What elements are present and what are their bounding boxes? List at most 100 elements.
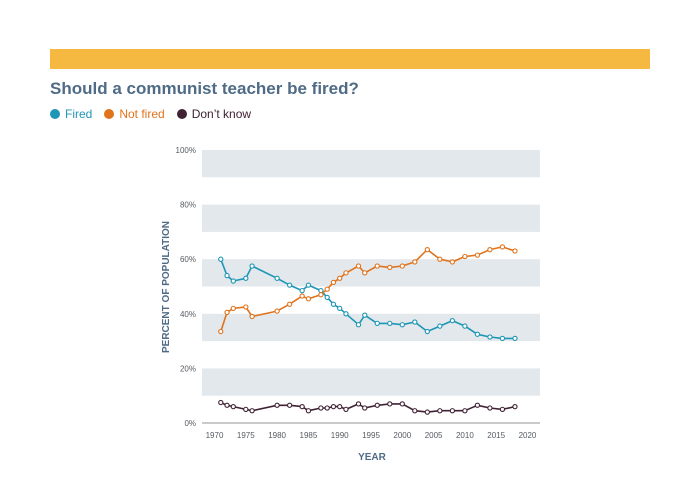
data-point-not-fired [355, 263, 362, 269]
data-point-not-fired [318, 292, 324, 298]
chart-title: Should a communist teacher be fired? [50, 79, 359, 98]
grid-band [202, 368, 540, 396]
data-point-not-fired [412, 259, 418, 265]
data-point-don-t-know [224, 402, 230, 408]
legend-item-dont-know: Don’t know [176, 107, 251, 121]
data-point-fired [224, 272, 230, 279]
data-point-not-fired [362, 270, 368, 276]
data-point-not-fired [324, 286, 330, 292]
x-tick-label: 1970 [206, 431, 224, 440]
data-point-not-fired [512, 248, 518, 254]
series-line-fired [220, 258, 515, 340]
data-point-don-t-know [299, 403, 305, 410]
data-point-don-t-know [474, 402, 481, 408]
data-point-don-t-know [305, 408, 312, 414]
data-point-not-fired [474, 252, 481, 258]
data-point-not-fired [424, 246, 430, 253]
data-point-not-fired [299, 293, 305, 299]
data-point-don-t-know [318, 405, 324, 411]
data-point-don-t-know [399, 401, 405, 407]
x-tick-label: 1975 [237, 431, 255, 440]
legend-label-not-fired: Not fired [119, 107, 165, 121]
data-point-don-t-know [424, 409, 430, 415]
y-tick-label: 20% [180, 364, 196, 373]
data-point-don-t-know [374, 402, 380, 408]
legend-item-not-fired: Not fired [104, 107, 165, 121]
series-points [218, 244, 518, 415]
data-point-not-fired [462, 253, 468, 260]
y-tick-label: 40% [180, 310, 196, 319]
grid-band [202, 204, 540, 232]
data-point-fired [299, 287, 305, 294]
y-tick-label: 100% [176, 146, 196, 155]
data-point-fired [374, 320, 380, 327]
grid-bands [202, 150, 540, 424]
data-point-don-t-know [249, 408, 255, 414]
data-point-not-fired [437, 256, 443, 262]
data-point-don-t-know [362, 405, 368, 411]
data-point-not-fired [286, 301, 293, 307]
data-point-fired [449, 317, 456, 324]
x-tick-label: 1985 [300, 431, 318, 440]
grid-band [202, 259, 540, 287]
data-point-not-fired [274, 308, 280, 314]
data-point-fired [337, 305, 343, 311]
data-point-don-t-know [230, 403, 236, 410]
y-tick-label: 60% [180, 255, 196, 264]
data-point-fired [324, 294, 330, 301]
data-point-fired [274, 275, 280, 281]
data-point-fired [437, 323, 443, 329]
series-line-don-t-know [220, 401, 516, 413]
data-point-don-t-know [512, 403, 518, 410]
data-point-not-fired [399, 263, 405, 269]
data-point-fired [462, 323, 468, 329]
data-point-fired [249, 263, 255, 269]
data-point-not-fired [305, 296, 312, 302]
x-axis-ticks: 1970 1975 1980 1985 1990 1995 2000 2005 2010 2015… [206, 431, 537, 440]
y-axis-ticks: 0% 20% 40% 60% 80% 100% [176, 146, 196, 428]
legend: Fired Not fired Don’t know [50, 107, 251, 121]
data-point-fired [230, 278, 236, 284]
series-line-not-fired [220, 246, 516, 332]
y-tick-label: 0% [184, 419, 196, 428]
data-point-not-fired [499, 244, 506, 250]
x-tick-label: 2015 [487, 431, 505, 440]
data-point-don-t-know [437, 408, 443, 414]
data-point-fired [355, 322, 362, 328]
data-point-don-t-know [218, 399, 224, 406]
y-axis-label: PERCENT OF POPULATION [161, 221, 172, 353]
data-point-not-fired [449, 259, 456, 265]
legend-item-fired: Fired [50, 107, 92, 121]
data-point-fired [243, 275, 249, 281]
legend-swatch-not-fired [104, 109, 115, 119]
data-point-don-t-know [487, 405, 493, 411]
data-point-don-t-know [412, 408, 418, 414]
data-point-fired [343, 311, 349, 317]
data-point-fired [399, 322, 405, 328]
data-point-fired [474, 331, 481, 337]
data-point-don-t-know [274, 402, 280, 408]
data-point-don-t-know [330, 403, 337, 410]
data-point-don-t-know [324, 405, 330, 411]
data-point-don-t-know [499, 406, 506, 412]
x-tick-label: 2000 [393, 431, 411, 440]
x-tick-label: 1980 [268, 431, 286, 440]
data-point-fired [412, 319, 418, 325]
data-point-fired [499, 335, 506, 342]
x-tick-label: 2020 [519, 431, 537, 440]
x-tick-label: 1990 [331, 431, 349, 440]
legend-swatch-fired [50, 109, 60, 119]
data-point-not-fired [230, 305, 236, 311]
data-point-don-t-know [243, 406, 249, 412]
data-point-don-t-know [355, 401, 362, 407]
data-point-don-t-know [387, 401, 393, 407]
data-point-not-fired [249, 313, 255, 320]
data-point-not-fired [487, 246, 493, 253]
data-point-fired [362, 312, 368, 318]
data-point-don-t-know [286, 402, 293, 408]
data-point-fired [387, 320, 393, 327]
data-point-fired [286, 282, 293, 288]
data-point-fired [512, 335, 518, 342]
data-point-not-fired [224, 309, 230, 316]
